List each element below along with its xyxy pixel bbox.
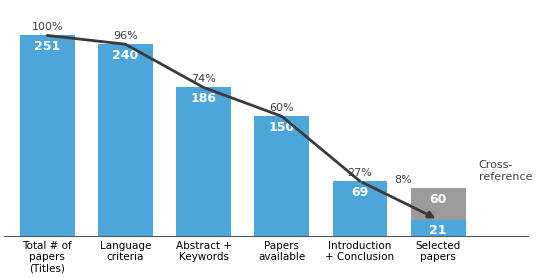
Text: 251: 251: [34, 40, 60, 53]
Text: 74%: 74%: [191, 74, 216, 84]
Text: 150: 150: [269, 121, 295, 134]
Text: 21: 21: [430, 224, 447, 237]
Bar: [411, 188, 466, 237]
Bar: [254, 116, 309, 237]
Bar: [20, 35, 75, 237]
Bar: [411, 220, 466, 237]
Text: 8%: 8%: [394, 175, 412, 185]
Bar: [333, 181, 387, 237]
Text: 60%: 60%: [270, 103, 294, 113]
Text: 60: 60: [430, 193, 447, 206]
Bar: [98, 44, 153, 237]
Text: Cross-
reference: Cross- reference: [479, 160, 532, 182]
Text: 69: 69: [352, 186, 369, 199]
Text: 100%: 100%: [31, 22, 63, 32]
Text: 27%: 27%: [348, 168, 372, 178]
Bar: [176, 88, 231, 237]
Text: 240: 240: [112, 49, 139, 62]
Text: 186: 186: [191, 92, 217, 105]
Text: 96%: 96%: [113, 31, 138, 41]
